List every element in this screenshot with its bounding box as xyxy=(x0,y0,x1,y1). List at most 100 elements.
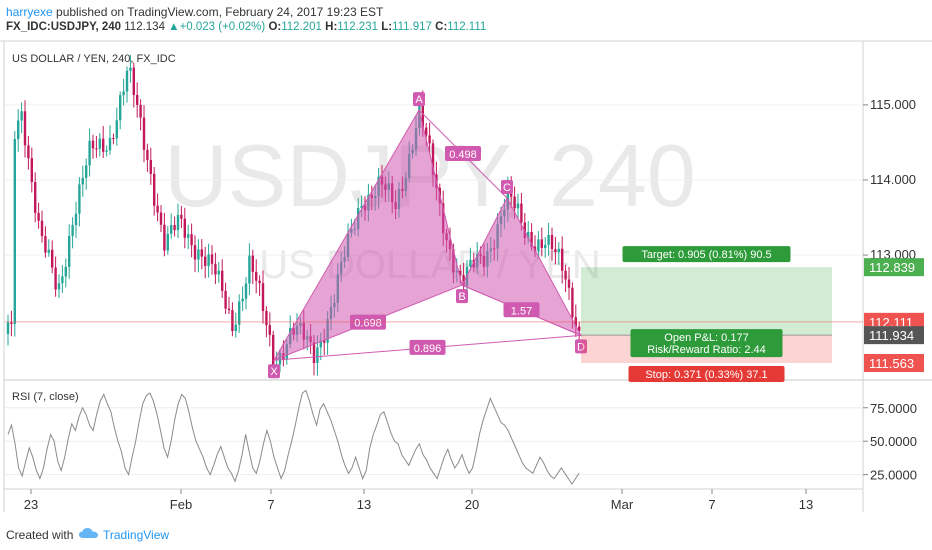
price-tag-label: 112.111 xyxy=(869,315,913,330)
last-price: 112.134 xyxy=(124,21,165,33)
candle-body xyxy=(44,236,47,253)
candle-body xyxy=(34,182,37,213)
candle-body xyxy=(57,283,61,290)
candle-body xyxy=(506,186,509,210)
candle-body xyxy=(516,203,520,209)
author-link[interactable]: harryexe xyxy=(6,5,53,19)
candle-body xyxy=(6,322,10,334)
time-axis: 23 Feb 7 13 20 Mar 7 13 xyxy=(24,489,813,512)
pattern-point-label: C xyxy=(503,182,511,194)
candle-body xyxy=(10,322,13,324)
candle-body xyxy=(193,245,197,260)
candle-body xyxy=(125,70,129,92)
candle-body xyxy=(469,259,472,267)
price-tag-label: 112.839 xyxy=(869,260,915,275)
candle-body xyxy=(149,160,152,174)
candle-body xyxy=(265,310,268,326)
candle-body xyxy=(91,140,95,149)
low-label: L: xyxy=(381,21,393,33)
candle-body xyxy=(159,212,163,225)
price-tick-label: 115.000 xyxy=(870,97,916,112)
close-value: 112.111 xyxy=(447,21,487,33)
candle-body xyxy=(105,150,108,152)
candle-body xyxy=(261,283,265,311)
ohlc-bar: FX_IDC:USDJPY, 240 112.134 ▲+0.023 (+0.0… xyxy=(6,21,486,33)
candle-body xyxy=(30,158,33,183)
tradingview-link[interactable]: TradingView xyxy=(103,528,170,542)
open-pl-label: Open P&L: 0.177 xyxy=(664,332,748,344)
candle-body xyxy=(40,220,44,237)
candle-body xyxy=(258,280,261,284)
candle-body xyxy=(231,310,234,332)
candle-body xyxy=(316,347,319,363)
publish-info: harryexe published on TradingView.com, F… xyxy=(6,5,383,19)
candle-body xyxy=(278,353,282,365)
pattern-point-label: A xyxy=(415,94,423,106)
candle-body xyxy=(139,104,142,118)
candle-body xyxy=(323,340,326,343)
candle-body xyxy=(170,224,173,234)
created-with-text: Created with xyxy=(6,528,74,542)
candle-body xyxy=(564,270,567,280)
candle-body xyxy=(272,334,275,367)
price-tag-label: 111.563 xyxy=(869,356,914,371)
candle-body xyxy=(244,283,248,299)
target-label: Target: 0.905 (0.81%) 90.5 xyxy=(641,249,771,261)
candle-body xyxy=(571,287,574,318)
candle-body xyxy=(197,249,200,260)
candle-body xyxy=(98,138,101,149)
low-value: 111.917 xyxy=(392,21,432,33)
candle-body xyxy=(20,111,23,121)
rsi-title: RSI (7, close) xyxy=(12,391,79,403)
long-position-tool[interactable]: Target: 0.905 (0.81%) 90.5 Open P&L: 0.17… xyxy=(581,246,832,383)
price-chart[interactable]: USDJPY, 240 US DOLLAR / YEN US DOLLAR / … xyxy=(0,40,932,512)
candle-body xyxy=(428,135,431,144)
candle-body xyxy=(200,249,203,257)
target-zone xyxy=(581,267,832,336)
candle-body xyxy=(132,67,135,96)
candle-body xyxy=(108,137,112,151)
candle-body xyxy=(119,95,122,121)
candle-body xyxy=(85,165,88,178)
tradingview-cloud-icon xyxy=(79,528,98,538)
time-tick-label: 13 xyxy=(799,497,813,512)
candle-body xyxy=(173,224,176,231)
pattern-ratio-box xyxy=(409,339,446,355)
candle-body xyxy=(554,249,557,252)
candle-body xyxy=(47,249,50,253)
time-tick-label: 23 xyxy=(24,497,38,512)
candle-body xyxy=(71,225,74,236)
candle-body xyxy=(23,111,27,146)
candle-body xyxy=(102,138,105,152)
rsi-tick-label: 25.0000 xyxy=(870,468,917,483)
candle-body xyxy=(153,173,156,206)
candle-body xyxy=(221,270,224,291)
candle-body xyxy=(54,267,57,290)
candle-body xyxy=(561,248,564,271)
time-tick-label: Feb xyxy=(170,497,192,512)
candle-body xyxy=(64,266,67,277)
candle-body xyxy=(425,127,428,136)
candle-body xyxy=(557,248,560,252)
candle-body xyxy=(13,139,16,324)
candle-body xyxy=(241,298,244,302)
time-tick-label: 20 xyxy=(465,497,479,512)
pattern-ratio-box xyxy=(503,302,540,318)
candle-body xyxy=(462,275,465,287)
chart-title: US DOLLAR / YEN, 240, FX_IDC xyxy=(12,53,176,65)
candle-body xyxy=(95,148,98,150)
open-value: 112.201 xyxy=(281,21,322,33)
candle-body xyxy=(156,205,159,213)
pattern-point-label: B xyxy=(458,291,465,303)
candle-body xyxy=(578,326,581,332)
stop-label: Stop: 0.371 (0.33%) 37.1 xyxy=(645,369,767,381)
candle-body xyxy=(530,231,533,247)
candle-body xyxy=(319,340,322,348)
candle-body xyxy=(166,233,169,251)
time-tick-label: 7 xyxy=(708,497,715,512)
candle-body xyxy=(112,137,115,139)
candle-body xyxy=(88,140,91,166)
candle-body xyxy=(17,120,20,140)
time-tick-label: 7 xyxy=(267,497,274,512)
candle-body xyxy=(146,149,149,161)
